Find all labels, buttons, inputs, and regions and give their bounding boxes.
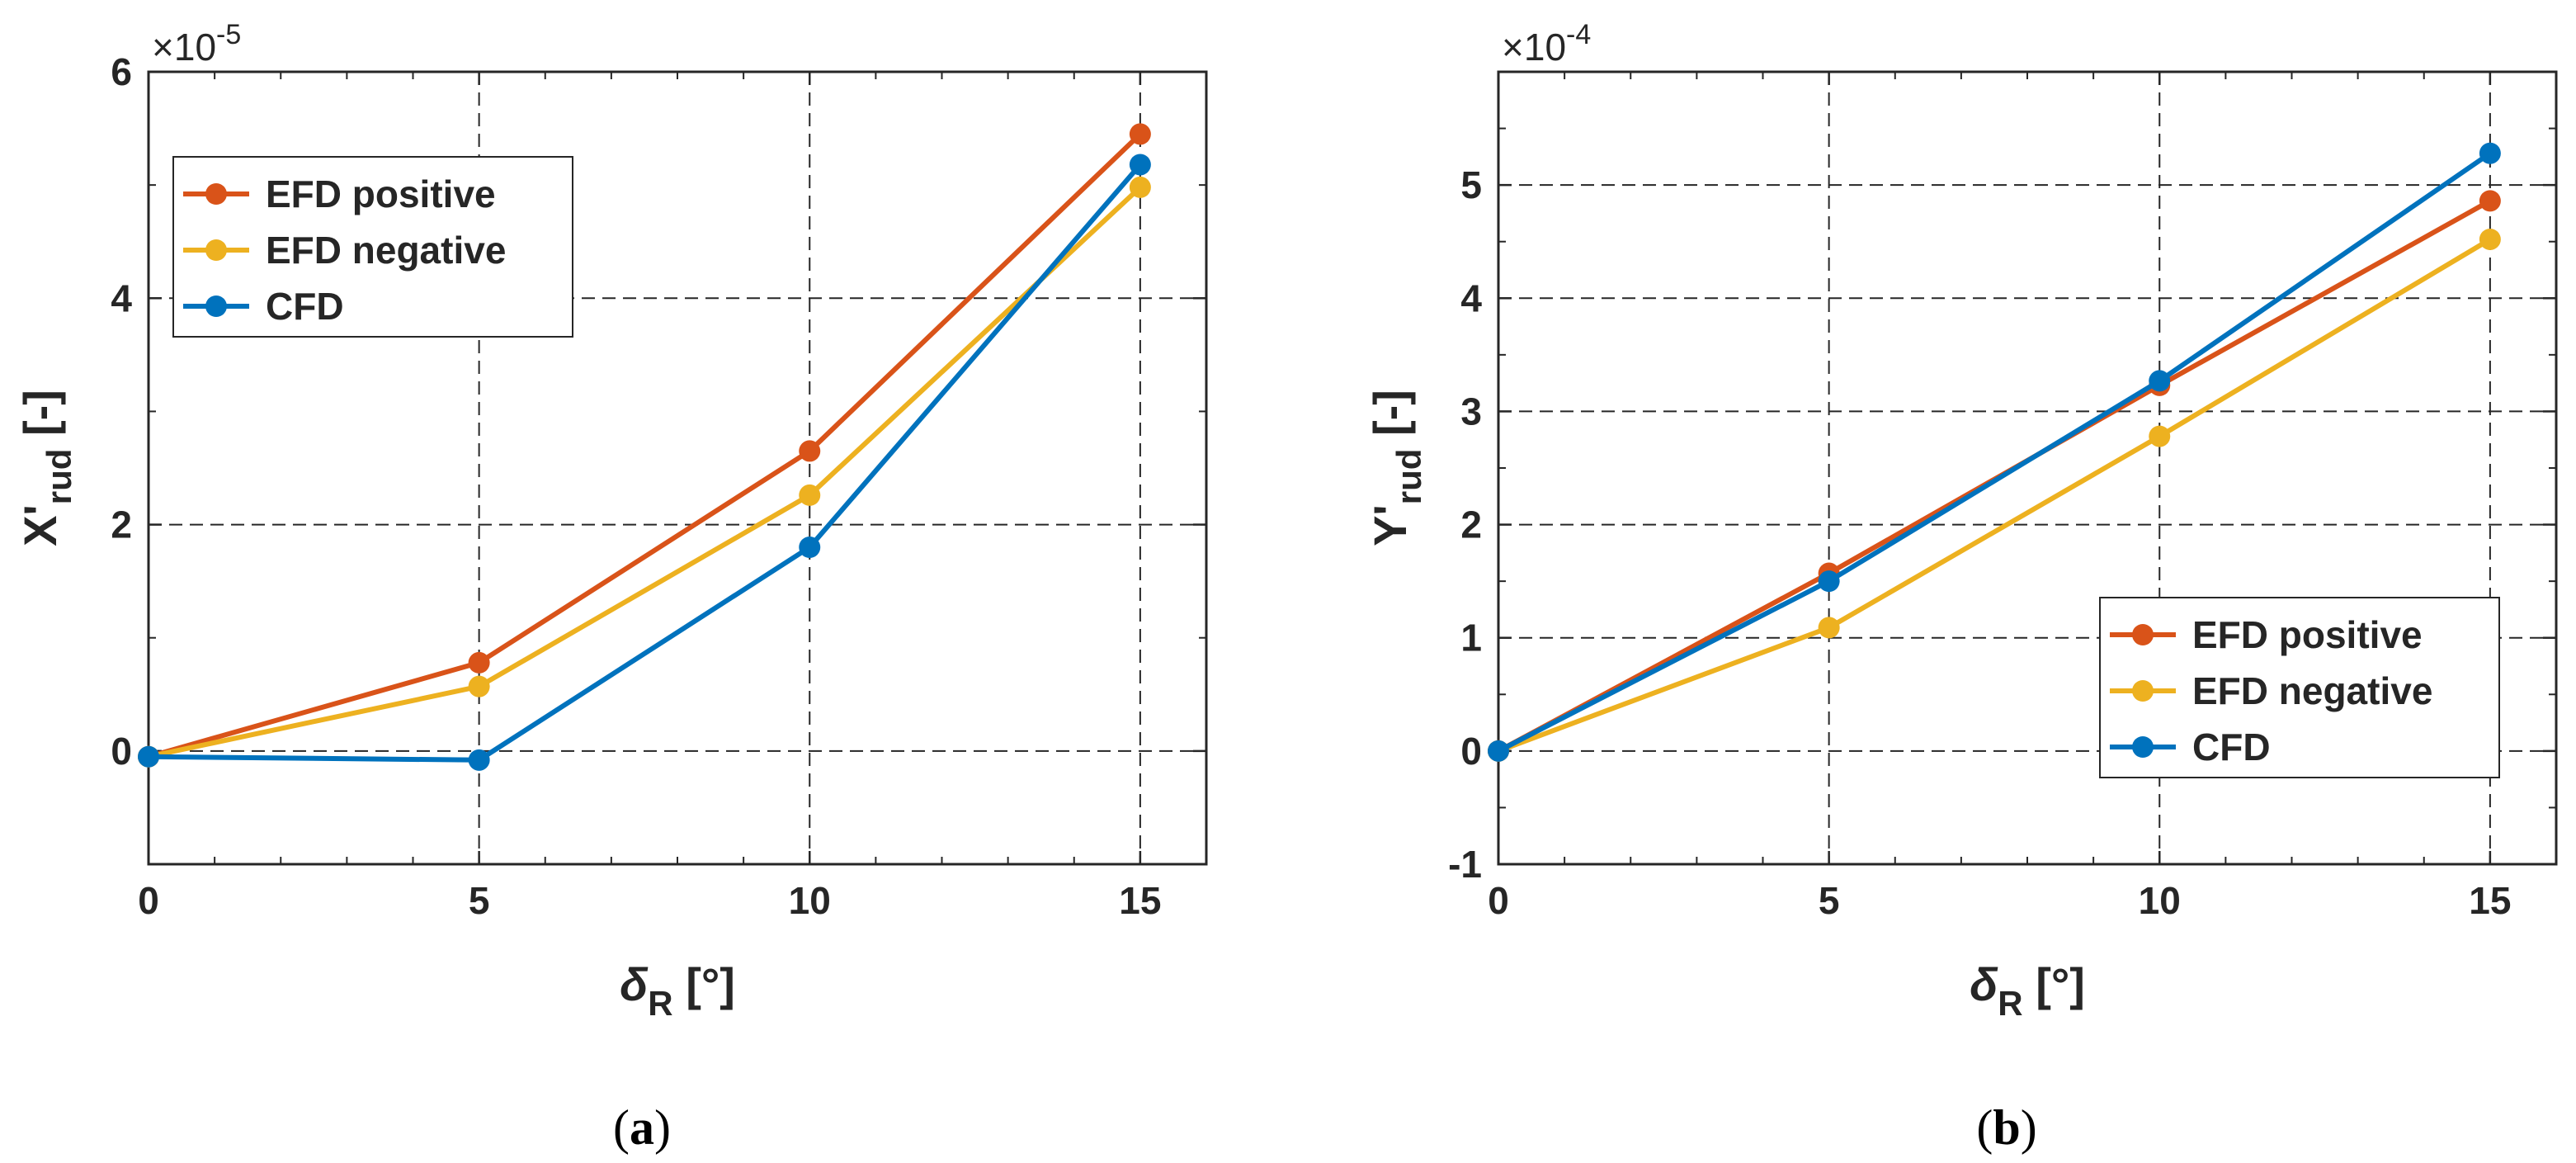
chart1-series-line-1	[148, 185, 1142, 759]
chart1-y-tick-label-1: 2	[111, 503, 132, 546]
chart1-series-1-point-1	[468, 675, 490, 697]
chart2-legend-label-2: CFD	[2192, 726, 2271, 768]
chart2-legend-label-1: EFD negative	[2192, 669, 2432, 712]
chart1-x-tick-label-3: 15	[1119, 879, 1161, 922]
chart1-x-axis-label: δR [°]	[620, 958, 735, 1023]
chart2-y-tick-label-2: 1	[1460, 617, 1482, 660]
chart2-y-tick-label-3: 2	[1460, 503, 1482, 546]
chart1-x-tick-label-1: 5	[469, 879, 490, 922]
chart2-y-tick-label-1: 0	[1460, 730, 1482, 773]
panel-caption-b: (b)	[1976, 1100, 2036, 1155]
chart2-series-2-point-3	[2479, 142, 2501, 164]
chart2-x-tick-label-2: 10	[2139, 879, 2181, 922]
chart2-y-tick-label-6: 5	[1460, 163, 1482, 206]
chart1-series-2-point-2	[799, 537, 821, 558]
chart2-x-tick-label-1: 5	[1819, 879, 1840, 922]
chart2-x-tick-label-0: 0	[1488, 879, 1509, 922]
chart2-series-2-point-1	[1818, 570, 1840, 593]
chart2-series-1-point-1	[1818, 617, 1840, 639]
chart1: 0 5 10 15 0 2 4 6 ×10-5 δR [°] X'rud [-] EFD positi…	[14, 19, 1208, 1155]
chart1-series-0-point-2	[799, 440, 821, 462]
chart2-series-2-point-2	[2149, 370, 2171, 392]
chart1-legend-marker-1	[205, 239, 227, 261]
chart2-x-tick-label-3: 15	[2469, 879, 2511, 922]
chart1-exponent-label: ×10-5	[152, 19, 241, 69]
chart1-series-1-point-3	[1129, 176, 1151, 198]
chart2-legend-marker-0	[2132, 624, 2154, 645]
chart1-series-2-point-1	[468, 749, 490, 771]
chart1-y-tick-label-0: 0	[111, 730, 132, 773]
chart1-series-0-point-3	[1129, 123, 1151, 145]
chart1-series-line-2	[148, 163, 1143, 763]
chart1-series-line-0	[148, 132, 1142, 759]
chart2-exponent-label: ×10-4	[1502, 19, 1591, 69]
chart1-series-0-point-1	[468, 651, 490, 674]
chart1-series-1-point-2	[799, 484, 821, 506]
chart2-series-1-point-3	[2479, 228, 2501, 250]
chart2-y-axis-label: Y'rud [-]	[1364, 390, 1428, 546]
chart1-legend-marker-0	[205, 183, 227, 205]
chart1-legend-label-2: CFD	[266, 285, 344, 328]
panel-caption-a: (a)	[613, 1100, 671, 1155]
chart1-legend-marker-2	[205, 295, 227, 317]
chart2-series-0-point-3	[2479, 190, 2501, 212]
chart2-series-1-point-2	[2149, 425, 2171, 447]
chart1-series-2-point-3	[1129, 154, 1151, 176]
chart1-y-axis-label: X'rud [-]	[14, 390, 78, 546]
chart2-series-line-1	[1497, 237, 2492, 754]
chart1-series-2-point-0	[138, 745, 159, 768]
chart2-series-2-point-0	[1488, 740, 1509, 762]
chart2-y-tick-label-4: 3	[1460, 390, 1482, 433]
chart2-series-line-2	[1497, 151, 2492, 754]
chart1-y-tick-label-3: 6	[111, 50, 132, 93]
chart2-y-tick-label-0: -1	[1448, 843, 1482, 886]
chart1-legend-label-1: EFD negative	[266, 229, 506, 272]
chart1-y-tick-label-2: 4	[111, 277, 132, 319]
chart1-legend-label-0: EFD positive	[266, 173, 496, 215]
chart2-x-axis-label: δR [°]	[1970, 958, 2085, 1023]
chart1-x-tick-label-2: 10	[789, 879, 831, 922]
chart2-legend-marker-1	[2132, 680, 2154, 702]
chart2-legend-marker-2	[2132, 736, 2154, 758]
chart1-x-tick-label-0: 0	[138, 879, 159, 922]
chart2-y-tick-label-5: 4	[1460, 277, 1482, 319]
chart2-legend-label-0: EFD positive	[2192, 613, 2423, 656]
